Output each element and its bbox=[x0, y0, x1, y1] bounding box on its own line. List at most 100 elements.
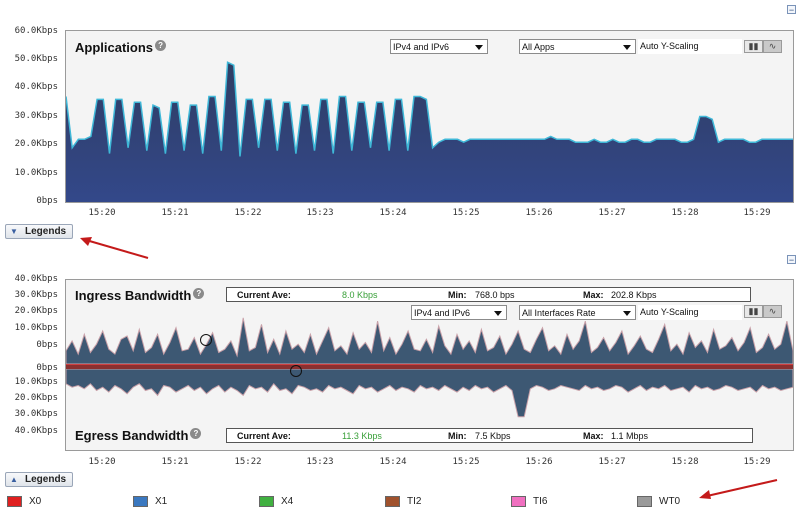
x-tick: 15:22 bbox=[234, 208, 262, 218]
y-tick: 40.0Kbps bbox=[14, 274, 58, 284]
y-tick: 0bps bbox=[36, 196, 58, 206]
applications-ip-select[interactable]: IPv4 and IPv6 bbox=[390, 39, 488, 54]
x-tick: 15:20 bbox=[88, 208, 116, 218]
ingress-ave-label: Current Ave: bbox=[237, 290, 291, 300]
y-tick: 0bps bbox=[36, 340, 58, 350]
y-tick: 0bps bbox=[36, 363, 58, 373]
ingress-max-label: Max: bbox=[583, 290, 604, 300]
legend-label: X1 bbox=[155, 496, 168, 507]
applications-apps-select[interactable]: All Apps bbox=[519, 39, 636, 54]
legend-label: WT0 bbox=[659, 496, 681, 507]
egress-min-label: Min: bbox=[448, 431, 467, 441]
help-icon[interactable]: ? bbox=[193, 288, 205, 299]
x-tick: 15:28 bbox=[671, 208, 699, 218]
ingress-interface-select[interactable]: All Interfaces Rate bbox=[519, 305, 636, 320]
x-tick: 15:26 bbox=[525, 208, 553, 218]
x-tick: 15:24 bbox=[379, 208, 407, 218]
y-tick: 20.0Kbps bbox=[14, 393, 58, 403]
chevron-down-icon bbox=[623, 45, 631, 50]
zero-baseline bbox=[66, 364, 793, 369]
y-tick: 30.0Kbps bbox=[14, 290, 58, 300]
ingress-max-value: 202.8 Kbps bbox=[611, 290, 657, 300]
legend-label: TI6 bbox=[533, 496, 548, 507]
egress-title: Egress Bandwidth? bbox=[75, 428, 202, 443]
egress-stats-box: Current Ave: 11.3 Kbps Min: 7.5 Kbps Max… bbox=[226, 428, 753, 443]
bar-view-icon[interactable]: ▮▮ bbox=[744, 305, 763, 318]
egress-ave-label: Current Ave: bbox=[237, 431, 291, 441]
legend-swatch bbox=[259, 496, 274, 507]
legends-button-top[interactable]: ▼ Legends bbox=[5, 224, 73, 239]
x-tick: 15:22 bbox=[234, 457, 262, 467]
ingress-min-label: Min: bbox=[448, 290, 467, 300]
ingress-min-value: 768.0 bps bbox=[475, 290, 515, 300]
y-tick: 40.0Kbps bbox=[14, 82, 58, 92]
red-arrow-annotation-bottom bbox=[699, 479, 778, 499]
y-tick: 10.0Kbps bbox=[14, 168, 58, 178]
ingress-ave-value: 8.0 Kbps bbox=[342, 290, 378, 300]
x-tick: 15:27 bbox=[598, 457, 626, 467]
x-tick: 15:24 bbox=[379, 457, 407, 467]
applications-title: Applications? bbox=[75, 40, 167, 55]
help-icon[interactable]: ? bbox=[155, 40, 167, 51]
x-tick: 15:28 bbox=[671, 457, 699, 467]
egress-area bbox=[66, 368, 793, 418]
collapse-icon: ▲ bbox=[10, 475, 18, 484]
bandwidth-plot[interactable]: Ingress Bandwidth? Current Ave: 8.0 Kbps… bbox=[65, 279, 794, 451]
x-tick: 15:27 bbox=[598, 208, 626, 218]
legend-label: TI2 bbox=[407, 496, 422, 507]
y-tick: 30.0Kbps bbox=[14, 111, 58, 121]
applications-plot[interactable]: Applications? IPv4 and IPv6 All Apps Aut… bbox=[65, 30, 794, 203]
y-tick: 20.0Kbps bbox=[14, 306, 58, 316]
legend-swatch bbox=[637, 496, 652, 507]
y-tick: 50.0Kbps bbox=[14, 54, 58, 64]
x-tick: 15:21 bbox=[161, 457, 189, 467]
line-view-icon[interactable]: ∿ bbox=[763, 40, 782, 53]
x-tick: 15:29 bbox=[743, 457, 771, 467]
legend-swatch bbox=[385, 496, 400, 507]
y-tick: 10.0Kbps bbox=[14, 377, 58, 387]
x-tick: 15:25 bbox=[452, 457, 480, 467]
ingress-stats-box: Current Ave: 8.0 Kbps Min: 768.0 bps Max… bbox=[226, 287, 751, 302]
legends-button-bottom[interactable]: ▲ Legends bbox=[5, 472, 73, 487]
chevron-down-icon bbox=[623, 311, 631, 316]
x-tick: 15:20 bbox=[88, 457, 116, 467]
egress-max-label: Max: bbox=[583, 431, 604, 441]
ingress-ip-select[interactable]: IPv4 and IPv6 bbox=[411, 305, 507, 320]
y-tick: 40.0Kbps bbox=[14, 426, 58, 436]
collapse-applications-button[interactable]: − bbox=[787, 5, 796, 15]
hover-marker bbox=[290, 365, 302, 377]
collapse-bandwidth-button[interactable]: − bbox=[787, 255, 796, 265]
ingress-title: Ingress Bandwidth? bbox=[75, 288, 205, 303]
x-tick: 15:25 bbox=[452, 208, 480, 218]
y-tick: 30.0Kbps bbox=[14, 409, 58, 419]
x-tick: 15:23 bbox=[306, 208, 334, 218]
red-arrow-annotation-top bbox=[80, 237, 149, 259]
legend-swatch bbox=[133, 496, 148, 507]
applications-chart-svg bbox=[66, 61, 793, 202]
legend-label: X0 bbox=[29, 496, 42, 507]
egress-max-value: 1.1 Mbps bbox=[611, 431, 649, 441]
chevron-down-icon bbox=[494, 311, 502, 316]
legend-swatch bbox=[511, 496, 526, 507]
legend-swatch bbox=[7, 496, 22, 507]
legend-list: X0 X1 X4 TI2 TI6 WT0 bbox=[0, 494, 807, 514]
bar-view-icon[interactable]: ▮▮ bbox=[744, 40, 763, 53]
y-tick: 10.0Kbps bbox=[14, 323, 58, 333]
chevron-down-icon bbox=[475, 45, 483, 50]
egress-min-value: 7.5 Kbps bbox=[475, 431, 511, 441]
applications-scaling-label: Auto Y-Scaling bbox=[638, 39, 742, 54]
expand-icon: ▼ bbox=[10, 227, 18, 236]
applications-line bbox=[66, 61, 793, 157]
help-icon[interactable]: ? bbox=[190, 428, 202, 439]
hover-marker bbox=[200, 334, 212, 346]
y-tick: 20.0Kbps bbox=[14, 139, 58, 149]
x-tick: 15:23 bbox=[306, 457, 334, 467]
y-tick: 60.0Kbps bbox=[14, 26, 58, 36]
line-view-icon[interactable]: ∿ bbox=[763, 305, 782, 318]
legend-label: X4 bbox=[281, 496, 294, 507]
ingress-scaling-label: Auto Y-Scaling bbox=[638, 305, 742, 320]
egress-ave-value: 11.3 Kbps bbox=[342, 431, 382, 441]
x-tick: 15:21 bbox=[161, 208, 189, 218]
applications-area bbox=[66, 62, 793, 202]
x-tick: 15:26 bbox=[525, 457, 553, 467]
